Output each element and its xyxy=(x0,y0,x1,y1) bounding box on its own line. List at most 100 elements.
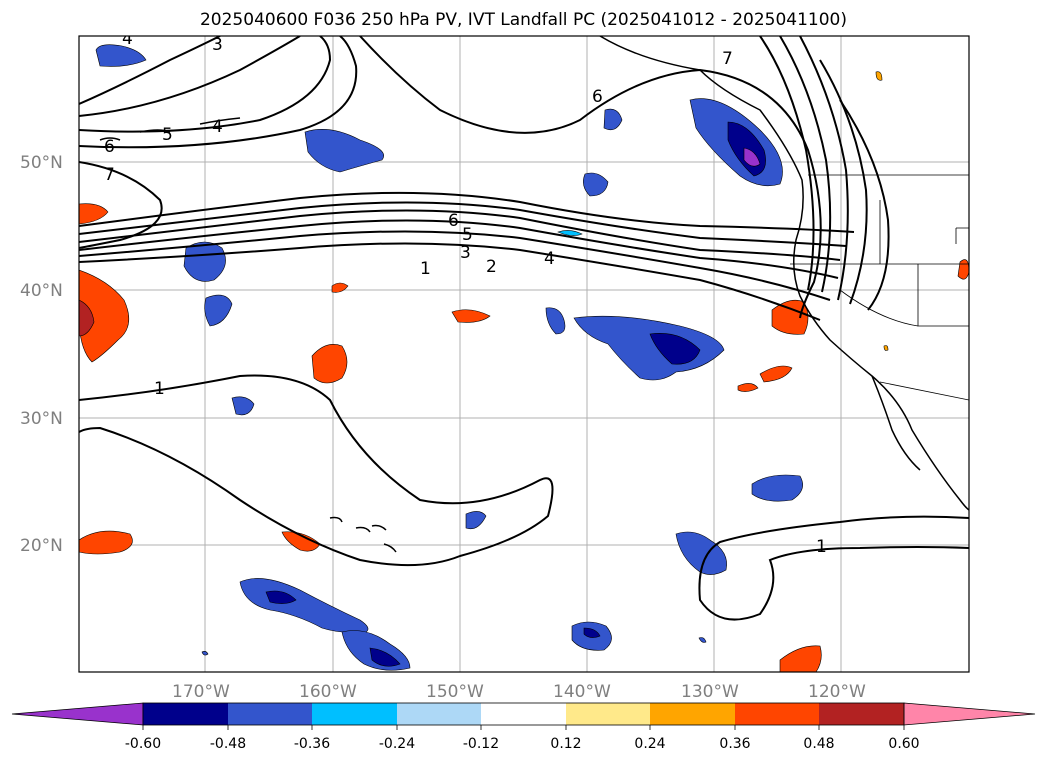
pv-positive-shading xyxy=(79,71,969,672)
colorbar-segment xyxy=(481,703,566,725)
colorbar-segment xyxy=(228,703,312,725)
contour-line xyxy=(79,36,301,117)
coastline-islands xyxy=(329,516,397,553)
colorbar-segment xyxy=(819,703,904,725)
contour-label-2: 2 xyxy=(486,257,497,277)
contour-label-7: 7 xyxy=(722,49,733,69)
colorbar: -0.60 -0.48 -0.36 -0.24 -0.12 0.12 0.24 … xyxy=(11,702,1036,752)
pv-blob xyxy=(79,299,95,337)
contour-label-group: 1 2 3 4 5 6 7 6 5 4 3 4 6 7 1 1 xyxy=(104,35,827,557)
contour-label-6: 6 xyxy=(448,211,459,231)
ivt-contours xyxy=(79,36,969,621)
colorbar-ticks xyxy=(142,725,905,730)
pv-blob xyxy=(779,645,822,672)
pv-blob xyxy=(883,345,889,351)
contour-line xyxy=(359,36,822,319)
contour-line xyxy=(79,201,847,247)
coastline-north-america xyxy=(599,36,969,511)
contour-line xyxy=(79,219,839,279)
colorbar-segment xyxy=(566,703,650,725)
contour-label-3: 3 xyxy=(212,35,223,55)
coastline-baja xyxy=(871,375,921,471)
pv-blob xyxy=(675,531,727,575)
pv-blob xyxy=(231,396,255,416)
lat-label-50n: 50°N xyxy=(20,153,63,173)
pv-blob xyxy=(201,651,209,656)
colorbar-segment xyxy=(735,703,819,725)
pv-blob xyxy=(311,344,348,384)
lon-label-170w: 170°W xyxy=(172,682,230,702)
map-frame xyxy=(78,35,970,673)
contour-line xyxy=(79,191,855,233)
contour-line xyxy=(799,36,849,301)
contour-line xyxy=(839,99,890,311)
coastline-hawaii xyxy=(371,524,387,531)
borders xyxy=(790,174,969,401)
contour-line xyxy=(79,209,841,261)
lat-label-30n: 30°N xyxy=(20,409,63,429)
graticule xyxy=(79,36,969,672)
contour-line xyxy=(79,36,358,149)
contour-line xyxy=(698,515,969,621)
colorbar-tick-label: -0.36 xyxy=(294,736,330,752)
contour-label-4: 4 xyxy=(212,117,223,137)
colorbar-tick-label: 0.24 xyxy=(634,736,665,752)
pv-blob xyxy=(743,147,761,167)
pv-blob xyxy=(331,282,349,293)
contour-line xyxy=(759,36,815,291)
pv-blob xyxy=(771,299,809,335)
colorbar-tick-label: -0.24 xyxy=(379,736,415,752)
colorbar-tick-label: -0.60 xyxy=(125,736,161,752)
contour-label-7: 7 xyxy=(104,165,115,185)
colorbar-segment xyxy=(312,703,397,725)
contour-line xyxy=(819,59,868,305)
contour-line xyxy=(79,161,163,249)
contour-label-1: 1 xyxy=(154,379,165,399)
contour-label-3: 3 xyxy=(460,243,471,263)
contour-line xyxy=(79,242,821,321)
pv-blob xyxy=(957,259,969,280)
lon-label-140w: 140°W xyxy=(553,682,611,702)
contour-label-4: 4 xyxy=(544,249,555,269)
pv-blob xyxy=(557,230,583,236)
pv-blob xyxy=(737,383,759,392)
map-title: 2025040600 F036 250 hPa PV, IVT Landfall… xyxy=(199,10,847,30)
lat-label-20n: 20°N xyxy=(20,536,63,556)
colorbar-segment xyxy=(143,703,228,725)
colorbar-tick-label: 0.36 xyxy=(719,736,750,752)
longitude-labels: 170°W 160°W 150°W 140°W 130°W 120°W xyxy=(172,682,866,702)
lon-label-130w: 130°W xyxy=(681,682,739,702)
pv-blob xyxy=(183,241,226,282)
pv-blob xyxy=(79,203,109,225)
contour-label-1: 1 xyxy=(816,537,827,557)
lon-label-160w: 160°W xyxy=(299,682,357,702)
pv-blob xyxy=(79,269,130,363)
colorbar-tick-label: -0.48 xyxy=(210,736,246,752)
pv-blob xyxy=(79,530,133,555)
latitude-labels: 50°N 40°N 30°N 20°N xyxy=(20,153,63,556)
pv-blob xyxy=(451,309,491,323)
colorbar-extend-max xyxy=(903,702,1036,726)
pv-blob xyxy=(573,315,725,381)
pv-blob xyxy=(545,307,566,335)
contour-line xyxy=(79,36,332,133)
lon-label-150w: 150°W xyxy=(426,682,484,702)
pv-blob xyxy=(698,637,707,643)
colorbar-tick-label: 0.12 xyxy=(550,736,581,752)
coastline-aleutians xyxy=(99,117,241,141)
pv-blob xyxy=(204,294,233,327)
colorbar-segment xyxy=(650,703,735,725)
contour-line xyxy=(79,36,221,105)
pv-blob xyxy=(465,511,487,530)
border-state xyxy=(955,227,969,244)
pv-blob xyxy=(751,474,803,502)
colorbar-tick-label: 0.60 xyxy=(888,736,919,752)
colorbar-tick-labels: -0.60 -0.48 -0.36 -0.24 -0.12 0.12 0.24 … xyxy=(125,736,920,752)
pv-blob xyxy=(875,71,883,81)
contour-label-5: 5 xyxy=(462,225,473,245)
colorbar-frame xyxy=(142,702,905,726)
coastlines xyxy=(99,36,969,553)
contour-line xyxy=(79,374,554,567)
pv-blob xyxy=(603,108,623,131)
